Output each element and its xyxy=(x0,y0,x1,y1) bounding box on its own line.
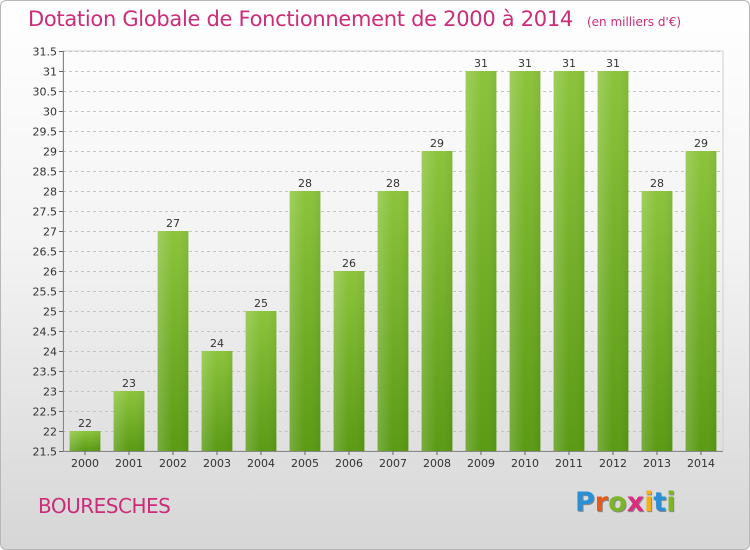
bar-value-label: 31 xyxy=(606,57,620,70)
bar-sheen xyxy=(641,191,673,451)
chart-title-text: Dotation Globale de Fonctionnement de 20… xyxy=(28,7,573,31)
y-tick-label: 21.5 xyxy=(33,446,58,459)
x-tick-label: 2000 xyxy=(71,457,99,470)
x-tick-label: 2011 xyxy=(555,457,583,470)
x-tick-label: 2007 xyxy=(379,457,407,470)
y-tick-label: 22.5 xyxy=(33,406,58,419)
bar-group: 24 xyxy=(201,337,233,451)
chart-title: Dotation Globale de Fonctionnement de 20… xyxy=(28,7,681,31)
bar-sheen xyxy=(597,71,629,451)
bar-group: 25 xyxy=(245,297,277,451)
bar-value-label: 28 xyxy=(386,177,400,190)
y-tick-label: 31 xyxy=(43,66,57,79)
bar-sheen xyxy=(69,431,101,451)
bar-group: 28 xyxy=(377,177,409,451)
y-tick-label: 22 xyxy=(43,426,57,439)
y-tick-label: 30 xyxy=(43,106,57,119)
bar-group: 23 xyxy=(113,377,145,451)
bar-value-label: 31 xyxy=(562,57,576,70)
x-tick-label: 2013 xyxy=(643,457,671,470)
bar-value-label: 31 xyxy=(474,57,488,70)
bar-sheen xyxy=(157,231,189,451)
x-tick-label: 2001 xyxy=(115,457,143,470)
bar-group: 28 xyxy=(641,177,673,451)
y-tick-label: 25.5 xyxy=(33,286,58,299)
bar-sheen xyxy=(333,271,365,451)
bar-value-label: 27 xyxy=(166,217,180,230)
y-tick-label: 27.5 xyxy=(33,206,58,219)
bar-value-label: 25 xyxy=(254,297,268,310)
x-tick-label: 2014 xyxy=(687,457,715,470)
bar-value-label: 28 xyxy=(298,177,312,190)
bar-sheen xyxy=(685,151,717,451)
bar-value-label: 28 xyxy=(650,177,664,190)
bar-value-label: 24 xyxy=(210,337,224,350)
commune-name: BOURESCHES xyxy=(38,494,171,518)
bar-sheen xyxy=(377,191,409,451)
y-tick-label: 28.5 xyxy=(33,166,58,179)
x-axis: 2000 2001 2002 2003 2004 2005 2006 2007 2008 2009… xyxy=(63,451,723,470)
bar-group: 31 xyxy=(465,57,497,451)
logo-letter: x xyxy=(626,487,645,518)
bar-sheen xyxy=(421,151,453,451)
bar-group: 26 xyxy=(333,257,365,451)
bar-value-label: 22 xyxy=(78,417,92,430)
logo-letter: o xyxy=(608,487,627,518)
bar-sheen xyxy=(465,71,497,451)
bar-group: 29 xyxy=(685,137,717,451)
logo-letter: r xyxy=(594,487,609,518)
y-axis: 21.5 22 22.5 23 23.5 24 24.5 25 25.5 26 26.5 27 27.5… xyxy=(33,46,64,459)
x-tick-label: 2004 xyxy=(247,457,275,470)
y-tick-label: 26 xyxy=(43,266,57,279)
x-tick-label: 2003 xyxy=(203,457,231,470)
x-tick-label: 2006 xyxy=(335,457,363,470)
bar-sheen xyxy=(113,391,145,451)
logo-letter: i xyxy=(644,487,654,518)
x-tick-label: 2002 xyxy=(159,457,187,470)
bar-group: 31 xyxy=(509,57,541,451)
y-tick-label: 27 xyxy=(43,226,57,239)
bar-group: 31 xyxy=(597,57,629,451)
bar-sheen xyxy=(509,71,541,451)
y-tick-label: 29 xyxy=(43,146,57,159)
bar-value-label: 29 xyxy=(694,137,708,150)
bar-value-label: 26 xyxy=(342,257,356,270)
y-tick-label: 24 xyxy=(43,346,57,359)
x-tick-label: 2005 xyxy=(291,457,319,470)
x-tick-label: 2010 xyxy=(511,457,539,470)
y-tick-label: 30.5 xyxy=(33,86,58,99)
proxiti-logo: Proxiti xyxy=(575,487,676,518)
y-tick-label: 31.5 xyxy=(33,46,58,59)
y-tick-label: 23.5 xyxy=(33,366,58,379)
bar-sheen xyxy=(201,351,233,451)
y-tick-label: 28 xyxy=(43,186,57,199)
bar-sheen xyxy=(289,191,321,451)
x-tick-label: 2009 xyxy=(467,457,495,470)
y-tick-label: 26.5 xyxy=(33,246,58,259)
y-tick-label: 24.5 xyxy=(33,326,58,339)
bar-value-label: 23 xyxy=(122,377,136,390)
bar-group: 28 xyxy=(289,177,321,451)
y-tick-label: 25 xyxy=(43,306,57,319)
logo-letter: P xyxy=(575,487,595,518)
bar-group: 27 xyxy=(157,217,189,451)
chart-subtitle: (en milliers d'€) xyxy=(586,15,682,29)
x-tick-label: 2008 xyxy=(423,457,451,470)
bar-value-label: 31 xyxy=(518,57,532,70)
bar-group: 22 xyxy=(69,417,101,451)
x-tick-label: 2012 xyxy=(599,457,627,470)
bar-value-label: 29 xyxy=(430,137,444,150)
logo-letter: t xyxy=(653,487,667,518)
bar-group: 31 xyxy=(553,57,585,451)
y-tick-label: 29.5 xyxy=(33,126,58,139)
logo-letter: i xyxy=(666,487,676,518)
bars: 22 23 27 24 25 28 26 28 29 31 31 31 31 28 29 xyxy=(69,57,717,451)
y-tick-label: 23 xyxy=(43,386,57,399)
bar-group: 29 xyxy=(421,137,453,451)
bar-sheen xyxy=(245,311,277,451)
bar-sheen xyxy=(553,71,585,451)
